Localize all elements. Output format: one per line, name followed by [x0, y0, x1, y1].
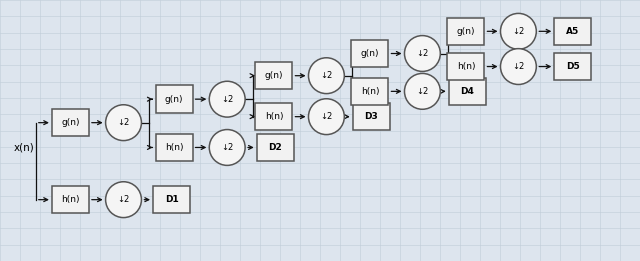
Text: D4: D4	[460, 87, 474, 96]
Text: g(n): g(n)	[61, 118, 79, 127]
Bar	[52, 109, 89, 136]
Text: ↓2: ↓2	[117, 195, 130, 204]
Bar	[255, 103, 292, 130]
Text: h(n): h(n)	[265, 112, 283, 121]
Ellipse shape	[209, 129, 245, 165]
Ellipse shape	[308, 99, 344, 135]
Text: g(n): g(n)	[165, 95, 183, 104]
Text: h(n): h(n)	[457, 62, 475, 71]
Bar	[257, 134, 294, 161]
Text: ↓2: ↓2	[416, 87, 429, 96]
Text: ↓2: ↓2	[416, 49, 429, 58]
Text: g(n): g(n)	[361, 49, 379, 58]
Ellipse shape	[404, 35, 440, 72]
Bar	[447, 53, 484, 80]
Bar	[351, 40, 388, 67]
Bar	[353, 103, 390, 130]
Text: h(n): h(n)	[61, 195, 79, 204]
Text: D1: D1	[164, 195, 179, 204]
Bar	[153, 186, 190, 213]
Text: ↓2: ↓2	[320, 71, 333, 80]
Bar	[447, 18, 484, 45]
Text: D2: D2	[268, 143, 282, 152]
Bar	[351, 78, 388, 105]
Text: A5: A5	[566, 27, 579, 36]
Text: h(n): h(n)	[165, 143, 183, 152]
Text: h(n): h(n)	[361, 87, 379, 96]
Ellipse shape	[106, 105, 141, 141]
Bar	[449, 78, 486, 105]
Ellipse shape	[209, 81, 245, 117]
Bar	[156, 134, 193, 161]
Text: x(n): x(n)	[14, 143, 35, 152]
Text: g(n): g(n)	[457, 27, 475, 36]
Text: ↓2: ↓2	[512, 62, 525, 71]
Text: D3: D3	[364, 112, 378, 121]
Text: ↓2: ↓2	[512, 27, 525, 36]
Bar	[554, 53, 591, 80]
Bar	[554, 18, 591, 45]
Text: ↓2: ↓2	[221, 143, 234, 152]
Bar	[52, 186, 89, 213]
Ellipse shape	[308, 58, 344, 94]
Ellipse shape	[404, 73, 440, 109]
Bar	[255, 62, 292, 89]
Text: D5: D5	[566, 62, 580, 71]
Text: ↓2: ↓2	[221, 95, 234, 104]
Text: ↓2: ↓2	[117, 118, 130, 127]
Text: g(n): g(n)	[265, 71, 283, 80]
Ellipse shape	[500, 13, 536, 49]
Text: ↓2: ↓2	[320, 112, 333, 121]
Ellipse shape	[500, 49, 536, 85]
Ellipse shape	[106, 182, 141, 218]
Bar	[156, 86, 193, 113]
